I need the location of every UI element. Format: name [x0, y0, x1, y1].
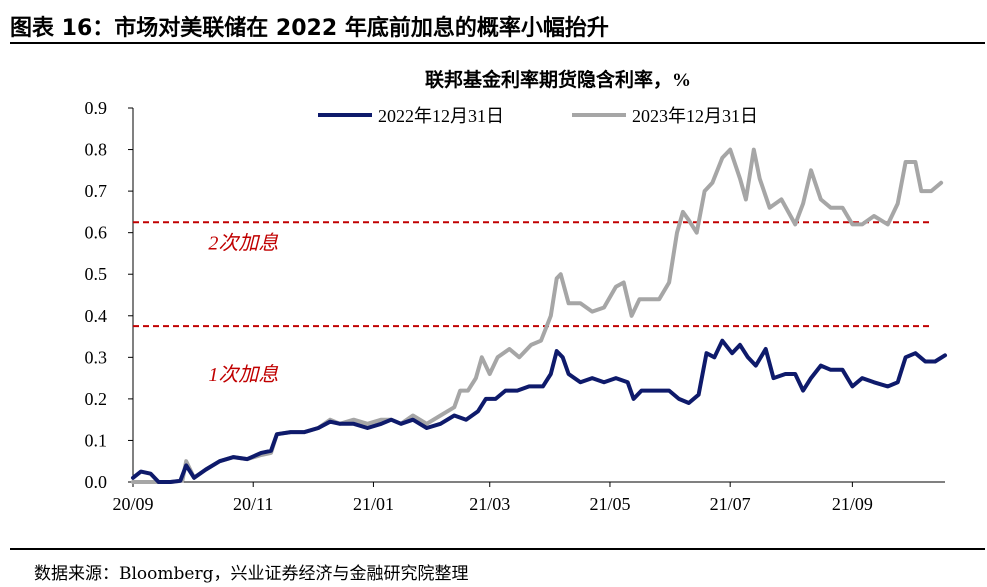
x-tick-label: 21/01 [353, 494, 394, 514]
reference-line-label: 2次加息 [208, 232, 278, 254]
y-tick-label: 0.8 [85, 140, 108, 160]
x-tick-label: 20/09 [112, 494, 153, 514]
series-lines [131, 147, 947, 484]
x-tick-label: 20/11 [233, 494, 273, 514]
x-tick-label: 21/07 [710, 494, 751, 514]
legend-label: 2022年12月31日 [378, 106, 504, 126]
series-line-2023 [131, 147, 944, 484]
y-tick-label: 0.0 [85, 472, 108, 492]
reference-line-label: 1次加息 [208, 364, 278, 386]
source-rule [10, 548, 985, 550]
x-tick-label: 21/03 [469, 494, 510, 514]
y-tick-label: 0.4 [85, 306, 108, 326]
reference-lines: 1次加息 2次加息 [133, 221, 933, 386]
y-tick-label: 0.1 [85, 430, 108, 450]
y-tick-label: 0.9 [85, 98, 108, 118]
series-line-2022 [131, 338, 947, 484]
y-tick-label: 0.2 [85, 389, 108, 409]
y-tick-label: 0.7 [85, 181, 108, 201]
y-tick-label: 0.5 [85, 264, 108, 284]
y-tick-label: 0.3 [85, 347, 108, 367]
x-tick-label: 21/09 [832, 494, 873, 514]
source-note: 数据来源：Bloomberg，兴业证券经济与金融研究院整理 [34, 564, 469, 584]
x-tick-label: 21/05 [589, 494, 630, 514]
legend: 2022年12月31日 2023年12月31日 [318, 106, 758, 126]
y-axis: 0.0 0.1 0.2 0.3 0.4 0.5 0.6 0.7 0.8 0.9 [85, 98, 134, 492]
x-axis: 20/09 20/11 21/01 21/03 21/05 21/07 21/09 [112, 481, 945, 514]
title-rule [10, 42, 985, 44]
y-tick-label: 0.6 [85, 223, 108, 243]
legend-label: 2023年12月31日 [632, 106, 758, 126]
chart-title: 联邦基金利率期货隐含利率，% [425, 68, 691, 91]
figure-title: 图表 16：市场对美联储在 2022 年底前加息的概率小幅抬升 [10, 16, 609, 41]
